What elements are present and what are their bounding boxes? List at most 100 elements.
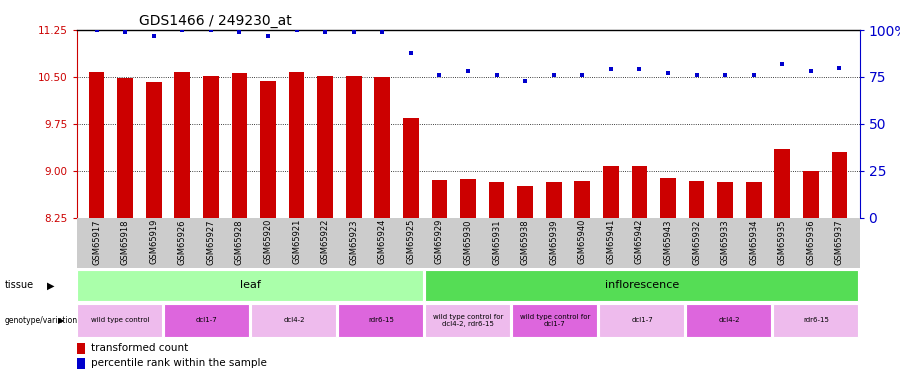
FancyBboxPatch shape [511, 304, 597, 337]
Bar [632, 166, 647, 218]
FancyBboxPatch shape [686, 304, 771, 337]
Bar [76, 343, 86, 354]
Text: GSM65921: GSM65921 [292, 219, 301, 264]
Text: GDS1466 / 249230_at: GDS1466 / 249230_at [140, 13, 292, 28]
Point [261, 33, 275, 39]
Text: percentile rank within the sample: percentile rank within the sample [91, 358, 266, 368]
Point [546, 72, 561, 78]
Text: GSM65930: GSM65930 [464, 219, 472, 264]
Bar [832, 152, 848, 217]
Text: GSM65924: GSM65924 [378, 219, 387, 264]
Text: transformed count: transformed count [91, 343, 188, 353]
Text: GSM65919: GSM65919 [149, 219, 158, 264]
FancyBboxPatch shape [598, 304, 684, 337]
Point [575, 72, 590, 78]
Bar [603, 166, 618, 218]
Point [490, 72, 504, 78]
Bar [518, 186, 533, 218]
FancyBboxPatch shape [338, 304, 423, 337]
Text: GSM65941: GSM65941 [607, 219, 616, 264]
Text: rdr6-15: rdr6-15 [368, 317, 394, 323]
Bar [432, 180, 447, 218]
Bar [574, 181, 590, 218]
Bar [403, 117, 418, 218]
Point [346, 29, 361, 35]
Text: GSM65936: GSM65936 [806, 219, 815, 265]
FancyBboxPatch shape [772, 304, 858, 337]
Bar [117, 78, 133, 218]
Bar [374, 77, 390, 218]
Text: GSM65934: GSM65934 [750, 219, 759, 264]
Text: GSM65923: GSM65923 [349, 219, 358, 264]
Bar [346, 76, 362, 217]
Point [775, 61, 789, 67]
Point [89, 27, 104, 33]
Point [203, 27, 218, 33]
Text: inflorescence: inflorescence [605, 280, 680, 290]
Bar [775, 149, 790, 217]
FancyBboxPatch shape [425, 304, 510, 337]
Point [147, 33, 161, 39]
Bar [260, 81, 275, 218]
Bar [318, 76, 333, 217]
Point [633, 66, 647, 72]
Bar [489, 182, 504, 218]
Text: GSM65935: GSM65935 [778, 219, 787, 264]
FancyBboxPatch shape [425, 270, 858, 301]
Text: ▶: ▶ [47, 280, 54, 290]
Point [804, 68, 818, 74]
Text: GSM65920: GSM65920 [264, 219, 273, 264]
Bar [88, 72, 104, 217]
Text: dcl1-7: dcl1-7 [631, 317, 652, 323]
Text: dcl4-2: dcl4-2 [718, 317, 740, 323]
Text: genotype/variation: genotype/variation [4, 316, 77, 325]
Text: GSM65939: GSM65939 [549, 219, 558, 264]
FancyBboxPatch shape [76, 270, 423, 301]
Text: ▶: ▶ [58, 316, 64, 325]
Text: GSM65926: GSM65926 [177, 219, 186, 264]
Text: GSM65928: GSM65928 [235, 219, 244, 264]
Text: GSM65938: GSM65938 [521, 219, 530, 265]
Text: GSM65918: GSM65918 [121, 219, 130, 264]
Text: GSM65929: GSM65929 [435, 219, 444, 264]
Text: GSM65922: GSM65922 [320, 219, 329, 264]
Text: GSM65942: GSM65942 [635, 219, 644, 264]
Text: GSM65937: GSM65937 [835, 219, 844, 265]
Bar [661, 178, 676, 218]
Point [403, 50, 418, 55]
Point [232, 29, 247, 35]
FancyBboxPatch shape [76, 304, 162, 337]
Bar [231, 73, 248, 217]
Text: dcl4-2: dcl4-2 [284, 317, 305, 323]
Point [432, 72, 446, 78]
Point [832, 64, 847, 70]
Text: GSM65917: GSM65917 [92, 219, 101, 264]
Text: tissue: tissue [4, 280, 33, 290]
FancyBboxPatch shape [164, 304, 249, 337]
Point [604, 66, 618, 72]
Bar [746, 182, 761, 218]
Bar [203, 76, 219, 217]
Point [461, 68, 475, 74]
Text: leaf: leaf [240, 280, 261, 290]
Point [289, 27, 303, 33]
Bar [175, 72, 190, 217]
Bar [146, 82, 161, 218]
FancyBboxPatch shape [250, 304, 336, 337]
Text: GSM65932: GSM65932 [692, 219, 701, 264]
Text: GSM65927: GSM65927 [206, 219, 215, 264]
Point [318, 29, 332, 35]
Point [518, 78, 533, 84]
Bar [803, 171, 819, 217]
Point [661, 70, 675, 76]
Point [747, 72, 761, 78]
Bar [460, 179, 476, 218]
Text: rdr6-15: rdr6-15 [803, 317, 829, 323]
Text: GSM65940: GSM65940 [578, 219, 587, 264]
Point [118, 29, 132, 35]
Point [175, 27, 189, 33]
Bar [688, 181, 705, 218]
Text: wild type control for
dcl4-2, rdr6-15: wild type control for dcl4-2, rdr6-15 [433, 314, 503, 327]
Text: GSM65931: GSM65931 [492, 219, 501, 264]
Text: GSM65933: GSM65933 [721, 219, 730, 265]
